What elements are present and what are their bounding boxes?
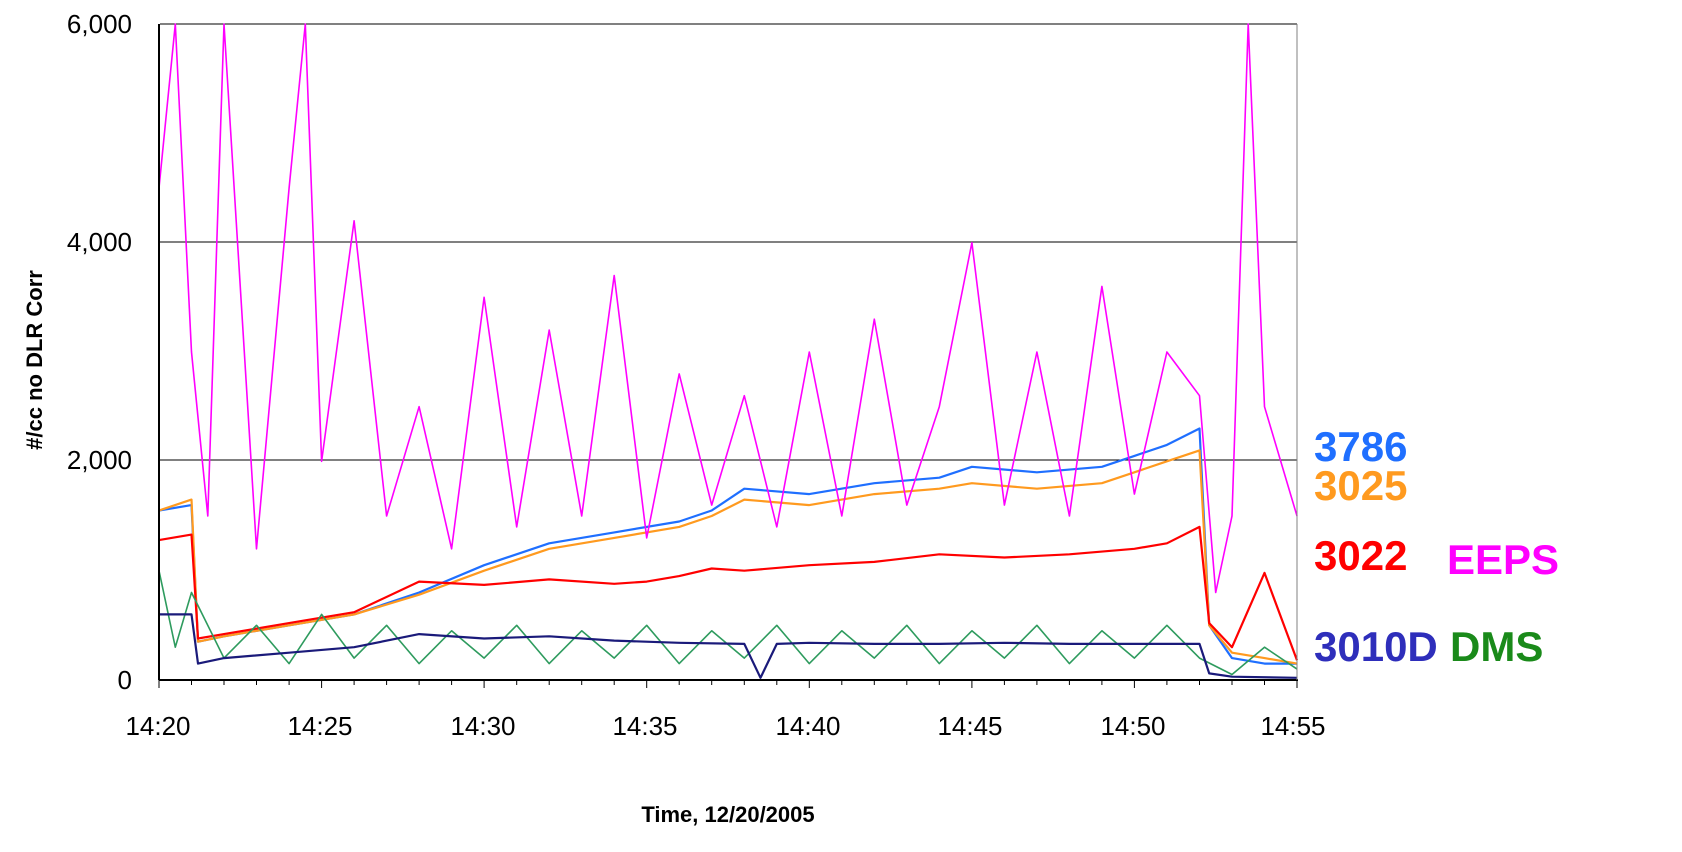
series-line-3786	[158, 427, 1297, 665]
y-tick-label: 6,000	[67, 9, 132, 39]
x-tick-label: 14:20	[125, 711, 190, 741]
x-tick-label: 14:35	[612, 711, 677, 741]
series-line-eeps	[158, 23, 1298, 594]
y-tick-labels: 0 2,000 4,000 6,000	[67, 9, 132, 695]
series-label-dms: DMS	[1450, 623, 1543, 670]
x-tick-label: 14:25	[287, 711, 352, 741]
y-tick-label: 2,000	[67, 445, 132, 475]
series-line-dms	[158, 570, 1298, 676]
x-tick-label: 14:45	[937, 711, 1002, 741]
series-label-eeps: EEPS	[1447, 536, 1559, 583]
x-axis-title: Time, 12/20/2005	[641, 802, 814, 827]
x-tick-label: 14:40	[775, 711, 840, 741]
x-minor-ticks	[158, 680, 1298, 688]
x-tick-labels: 14:20 14:25 14:30 14:35 14:40 14:45 14:5…	[125, 711, 1325, 741]
x-tick-label: 14:55	[1260, 711, 1325, 741]
x-tick-label: 14:50	[1100, 711, 1165, 741]
series-label-3786: 3786	[1314, 423, 1407, 470]
axes	[158, 24, 1298, 681]
x-tick-label: 14:30	[450, 711, 515, 741]
y-axis-title: #/cc no DLR Corr	[22, 270, 47, 450]
gridlines	[160, 23, 1297, 461]
series-labels: 3786 3025 3022 EEPS 3010D DMS	[1314, 423, 1559, 670]
series-line-3025	[158, 449, 1298, 665]
y-tick-label: 4,000	[67, 227, 132, 257]
series-label-3025: 3025	[1314, 462, 1407, 509]
series-label-3022: 3022	[1314, 532, 1407, 579]
series-label-3010d: 3010D	[1314, 623, 1438, 670]
series-line-3022	[158, 525, 1299, 661]
y-tick-label: 0	[118, 665, 132, 695]
series-line-3010d	[159, 613, 1298, 679]
series-lines	[158, 23, 1299, 679]
